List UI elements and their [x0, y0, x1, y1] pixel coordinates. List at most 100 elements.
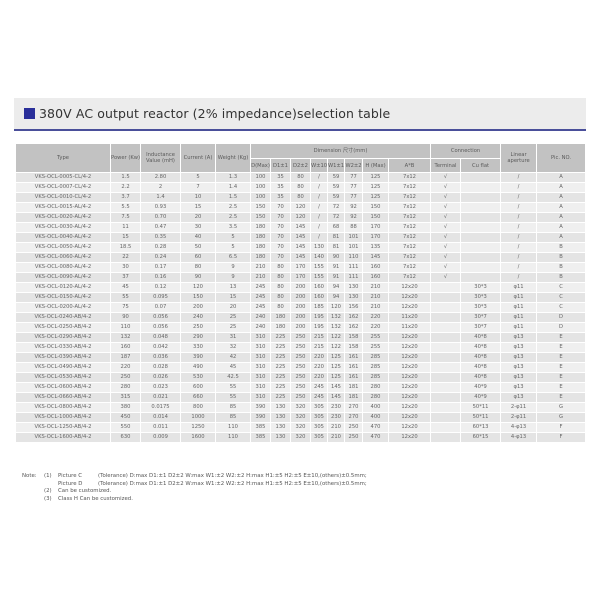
cell-cu-flat: 40*8: [460, 352, 502, 363]
table-row: VKS-OCL-1000-AB/4-2 450 0.014 1000 85 390 130 3…: [15, 412, 587, 423]
table-row: VKS-OCL-0090-AL/4-2 37 0.16 90 9 210 80 170 155 9…: [15, 272, 587, 283]
cell-a-b: 12x20: [387, 282, 432, 293]
cell-weight: 1.3: [215, 172, 251, 183]
cell-d-max: 240: [250, 312, 271, 323]
cell-w1: 210: [327, 432, 345, 443]
cell-d-max: 180: [250, 222, 271, 233]
cell-power: 30: [110, 262, 141, 273]
cell-weight: 13: [215, 282, 251, 293]
cell-a-b: 12x20: [387, 362, 432, 373]
cell-w1: 59: [327, 192, 345, 203]
cell-power: 37: [110, 272, 141, 283]
note-picture: Picture C: [58, 473, 83, 479]
cell-current: 250: [180, 322, 216, 333]
cell-d-max: 245: [250, 302, 271, 313]
cell-w: 195: [310, 312, 328, 323]
cell-cu-flat: 40*8: [460, 362, 502, 373]
cell-weight: 25: [215, 322, 251, 333]
header-terminal: Terminal: [430, 158, 462, 173]
cell-w2: 270: [344, 412, 363, 423]
cell-current: 90: [180, 272, 216, 283]
cell-w2: 158: [344, 332, 363, 343]
cell-linear-aperture: φ11: [500, 322, 538, 333]
table-row: VKS-OCL-0080-AL/4-2 30 0.17 80 9 210 80 170 155 9…: [15, 262, 587, 273]
cell-cu-flat: [460, 222, 502, 233]
cell-d2: 80: [290, 182, 311, 193]
cell-current: 1250: [180, 422, 216, 433]
cell-d-max: 100: [250, 172, 271, 183]
cell-type: VKS-OCL-0240-AB/4-2: [15, 312, 111, 323]
note-label: [22, 481, 44, 489]
cell-w2: 111: [344, 262, 363, 273]
cell-d1: 70: [270, 242, 291, 253]
cell-terminal: [430, 372, 462, 383]
cell-h-max: 160: [362, 272, 389, 283]
cell-inductance: 0.021: [140, 392, 181, 403]
cell-h-max: 255: [362, 332, 389, 343]
cell-d-max: 180: [250, 252, 271, 263]
cell-d1: 225: [270, 372, 291, 383]
table-row: VKS-OCL-0330-AB/4-2 160 0.042 330 32 310 225 25…: [15, 342, 587, 353]
cell-current: 10: [180, 192, 216, 203]
cell-inductance: 0.009: [140, 432, 181, 443]
cell-inductance: 0.056: [140, 312, 181, 323]
cell-power: 187: [110, 352, 141, 363]
header-dimension: Dimension 尺寸(mm): [249, 143, 432, 159]
cell-d1: 225: [270, 382, 291, 393]
cell-a-b: 12x20: [387, 382, 432, 393]
cell-inductance: 0.93: [140, 202, 181, 213]
cell-linear-aperture: /: [500, 252, 538, 263]
cell-linear-aperture: /: [500, 242, 538, 253]
cell-inductance: 1.4: [140, 192, 181, 203]
cell-pic-no: A: [536, 182, 587, 193]
cell-linear-aperture: φ11: [500, 282, 538, 293]
cell-pic-no: B: [536, 252, 587, 263]
cell-w: 220: [310, 352, 328, 363]
cell-w: /: [310, 202, 328, 213]
cell-current: 15: [180, 202, 216, 213]
cell-d2: 250: [290, 362, 311, 373]
table-row: VKS-OCL-0010-CL/4-2 3.7 1.4 10 1.5 100 35 80/59…: [15, 192, 587, 203]
cell-cu-flat: [460, 252, 502, 263]
cell-h-max: 170: [362, 222, 389, 233]
cell-pic-no: A: [536, 222, 587, 233]
cell-power: 220: [110, 362, 141, 373]
cell-cu-flat: [460, 202, 502, 213]
cell-weight: 9: [215, 272, 251, 283]
cell-current: 490: [180, 362, 216, 373]
cell-h-max: 220: [362, 322, 389, 333]
table-row: VKS-OCL-0050-AL/4-2 18.5 0.28 50 5 180 70 145 13…: [15, 242, 587, 253]
cell-w: /: [310, 172, 328, 183]
cell-h-max: 210: [362, 292, 389, 303]
cell-terminal: [430, 352, 462, 363]
note-item: (3) Class H Can be customized.: [22, 496, 367, 504]
cell-linear-aperture: /: [500, 262, 538, 273]
cell-h-max: 125: [362, 192, 389, 203]
cell-h-max: 255: [362, 342, 389, 353]
cell-type: VKS-OCL-0490-AB/4-2: [15, 362, 111, 373]
cell-h-max: 470: [362, 432, 389, 443]
cell-d1: 225: [270, 362, 291, 373]
cell-current: 330: [180, 342, 216, 353]
cell-d2: 145: [290, 222, 311, 233]
title-square-icon: [24, 108, 35, 119]
cell-h-max: 210: [362, 302, 389, 313]
cell-cu-flat: 50*11: [460, 402, 502, 413]
header-dim-d-max: D(Max): [250, 158, 271, 173]
header-dim-h-max: H (Max): [362, 158, 389, 173]
cell-w2: 110: [344, 252, 363, 263]
table-row: VKS-OCL-0490-AB/4-2 220 0.028 490 45 310 225 25…: [15, 362, 587, 373]
cell-d1: 35: [270, 192, 291, 203]
cell-terminal: [430, 302, 462, 313]
cell-w2: 77: [344, 182, 363, 193]
cell-power: 11: [110, 222, 141, 233]
cell-pic-no: E: [536, 352, 587, 363]
note-label: Note:: [22, 473, 37, 479]
cell-w: 155: [310, 262, 328, 273]
cell-power: 630: [110, 432, 141, 443]
cell-d-max: 390: [250, 412, 271, 423]
cell-h-max: 280: [362, 392, 389, 403]
cell-power: 45: [110, 282, 141, 293]
cell-current: 660: [180, 392, 216, 403]
cell-type: VKS-OCL-1600-AB/4-2: [15, 432, 111, 443]
